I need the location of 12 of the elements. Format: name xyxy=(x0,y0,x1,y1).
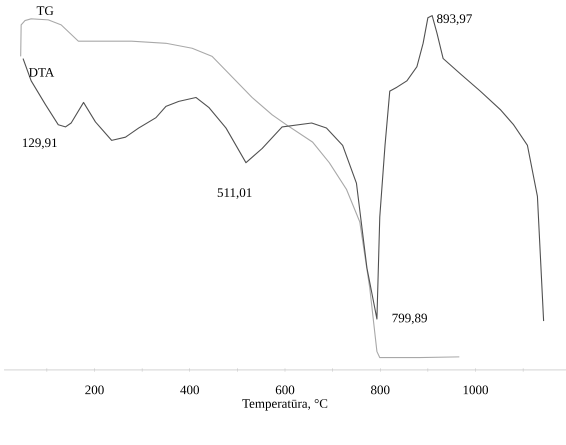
annotation: 799,89 xyxy=(392,314,427,324)
x-tick-label: 600 xyxy=(276,386,294,394)
x-axis-title: Temperatūra, °C xyxy=(242,399,328,411)
x-tick-label: 1000 xyxy=(464,386,488,394)
x-tick-label: 400 xyxy=(180,386,200,394)
annotation: 893,97 xyxy=(437,14,472,25)
x-tick-label: 800 xyxy=(371,386,390,394)
x-tick-label: 200 xyxy=(85,386,104,394)
series-label: DTA xyxy=(28,68,54,77)
annotation: 129,91 xyxy=(22,138,57,150)
annotation: 511,01 xyxy=(218,188,252,199)
series-label: TG xyxy=(36,6,54,16)
